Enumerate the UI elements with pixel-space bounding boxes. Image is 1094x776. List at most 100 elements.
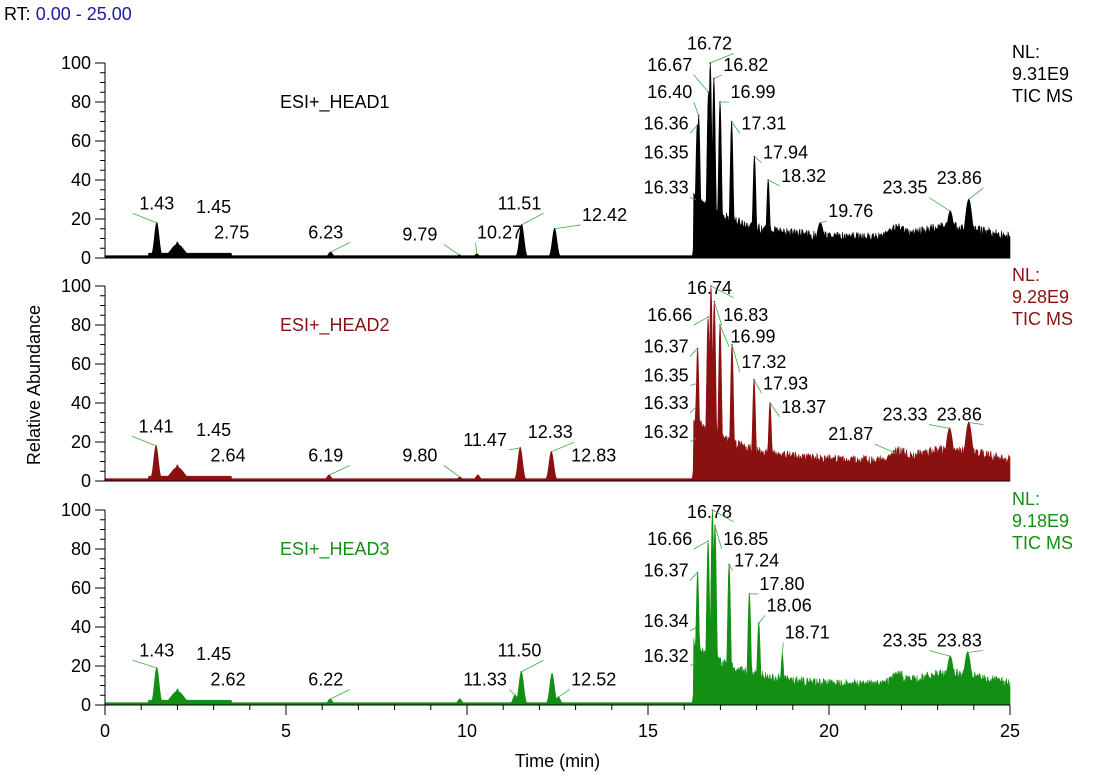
x-tick-label: 15 (638, 721, 658, 741)
peak-label: 1.43 (139, 640, 174, 660)
nl-text: 9.18E9 (1012, 511, 1069, 531)
peak-label: 16.40 (647, 82, 692, 102)
peak-leader (475, 242, 478, 255)
peak-leader (693, 316, 709, 326)
peak-leader (131, 435, 157, 447)
x-tick-label: 25 (1000, 721, 1020, 741)
peak-leader (689, 572, 698, 581)
y-tick-label: 100 (61, 276, 91, 296)
peak-leader (753, 379, 762, 394)
peak-leader (769, 402, 780, 417)
peak-leader (754, 156, 762, 163)
peak-label: 11.51 (498, 193, 542, 213)
y-tick-label: 40 (71, 170, 91, 190)
peak-leader (508, 689, 516, 696)
peak-label: 1.45 (196, 644, 231, 664)
peak-leader (967, 650, 984, 653)
peak-label: 1.45 (196, 420, 231, 440)
peak-leader (820, 220, 827, 224)
peak-label: 18.06 (767, 595, 812, 615)
peak-label: 23.86 (937, 168, 982, 188)
peak-label: 6.22 (308, 670, 343, 690)
panel-name: ESI+_HEAD2 (280, 315, 390, 336)
peak-leader (968, 422, 984, 425)
peak-leader (928, 650, 951, 657)
peak-point (477, 474, 479, 476)
peak-label: 16.83 (723, 305, 768, 325)
peak-label: 16.33 (644, 393, 689, 413)
y-tick-label: 80 (71, 92, 91, 112)
peak-label: 1.45 (196, 197, 231, 217)
nl-text: TIC MS (1012, 533, 1073, 553)
peak-label: 2.62 (211, 670, 246, 690)
y-tick-label: 20 (71, 432, 91, 452)
y-tick-label: 20 (71, 656, 91, 676)
peak-label: 16.85 (723, 529, 768, 549)
y-tick-label: 100 (61, 500, 91, 520)
peak-leader (689, 437, 697, 443)
peak-point (551, 673, 553, 675)
peak-label: 18.37 (781, 397, 826, 417)
peak-leader (693, 540, 709, 550)
peak-label: 16.35 (644, 143, 689, 163)
peak-label: 6.19 (308, 446, 343, 466)
y-tick-label: 40 (71, 393, 91, 413)
peak-leader (874, 443, 897, 455)
peak-label: 12.33 (528, 422, 573, 442)
peak-label: 23.83 (937, 631, 982, 651)
peak-label: 16.32 (644, 646, 689, 666)
peak-label: 9.79 (402, 224, 437, 244)
peak-label: 19.76 (828, 201, 873, 221)
peak-leader (521, 659, 544, 673)
peak-leader (329, 689, 350, 700)
peak-leader (719, 324, 730, 347)
nl-text: TIC MS (1012, 309, 1073, 329)
peak-label: 17.32 (741, 352, 786, 372)
peak-leader (713, 74, 722, 79)
x-tick-label: 5 (281, 721, 291, 741)
peak-label: 16.66 (647, 529, 692, 549)
peak-leader (693, 74, 709, 93)
y-tick-label: 40 (71, 617, 91, 637)
peak-label: 16.36 (644, 113, 689, 133)
peak-leader (558, 689, 570, 698)
trace-area (104, 63, 1011, 259)
peak-label: 16.37 (644, 560, 689, 580)
peak-leader (509, 447, 521, 451)
peak-leader (758, 615, 766, 624)
peak-label: 2.75 (214, 223, 249, 243)
y-tick-label: 0 (81, 695, 91, 715)
rt-prefix: RT: (4, 4, 31, 24)
peak-label: 16.33 (644, 178, 689, 198)
peak-leader (132, 659, 157, 669)
peak-leader (714, 525, 723, 550)
peak-leader (328, 465, 350, 476)
y-tick-label: 0 (81, 248, 91, 268)
rt-range-label: RT: 0.00 - 25.00 (4, 4, 132, 25)
peak-label: 21.87 (828, 424, 873, 444)
peak-label: 16.35 (644, 366, 689, 386)
peak-label: 10.27 (477, 223, 522, 243)
x-tick-label: 0 (100, 721, 110, 741)
peak-label: 17.94 (763, 143, 808, 163)
peak-label: 11.33 (463, 670, 507, 690)
peak-leader (731, 344, 741, 373)
peak-label: 16.99 (730, 327, 775, 347)
peak-leader (551, 441, 575, 453)
nl-text: NL: (1012, 42, 1040, 62)
peak-label: 12.42 (582, 205, 627, 225)
peak-label: 17.31 (741, 113, 786, 133)
peak-point (176, 464, 179, 467)
peak-label: 16.37 (644, 336, 689, 356)
peak-label: 2.64 (211, 446, 246, 466)
peak-leader (689, 348, 698, 357)
peak-point (176, 688, 179, 691)
peak-label: 23.33 (882, 405, 927, 425)
peak-label: 12.83 (571, 446, 616, 466)
y-tick-label: 0 (81, 471, 91, 491)
peak-point (458, 698, 461, 700)
